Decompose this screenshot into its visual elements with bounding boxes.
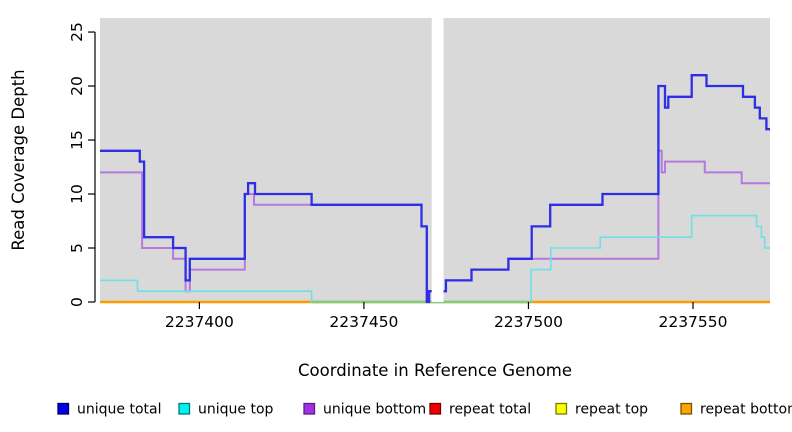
legend-swatch	[178, 402, 191, 415]
x-tick-label: 2237550	[658, 313, 727, 331]
no-data-gap	[431, 18, 444, 302]
x-axis-title: Coordinate in Reference Genome	[298, 361, 572, 380]
y-tick-label: 10	[68, 184, 86, 204]
x-tick-label: 2237400	[165, 313, 234, 331]
legend-item-unique-bottom: unique bottom	[303, 402, 426, 418]
series-unique-top	[100, 214, 770, 303]
legend-swatch	[429, 402, 442, 415]
x-tick-label: 2237450	[329, 313, 398, 331]
legend-label: repeat top	[575, 402, 648, 418]
legend-label: repeat total	[449, 402, 531, 418]
y-tick-label: 0	[68, 297, 86, 307]
series-unique-total	[100, 74, 770, 304]
legend-item-repeat-total: repeat total	[429, 402, 531, 418]
y-axis-title: Read Coverage Depth	[9, 69, 28, 250]
y-tick-label: 25	[68, 22, 86, 42]
legend-swatch	[57, 402, 70, 415]
legend-label: unique total	[77, 402, 161, 418]
legend-item-unique-top: unique top	[178, 402, 274, 418]
legend-swatch	[555, 402, 568, 415]
y-tick-label: 15	[68, 130, 86, 150]
y-tick-label: 20	[68, 76, 86, 96]
legend-item-repeat-bottom: repeat bottom	[680, 402, 792, 418]
y-tick-label: 5	[68, 243, 86, 253]
legend-swatch	[303, 402, 316, 415]
legend-item-unique-total: unique total	[57, 402, 161, 418]
legend-label: repeat bottom	[700, 402, 792, 418]
legend-label: unique bottom	[323, 402, 426, 418]
x-tick-label: 2237500	[494, 313, 563, 331]
legend-label: unique top	[198, 402, 274, 418]
legend-item-repeat-top: repeat top	[555, 402, 648, 418]
legend-swatch	[680, 402, 693, 415]
